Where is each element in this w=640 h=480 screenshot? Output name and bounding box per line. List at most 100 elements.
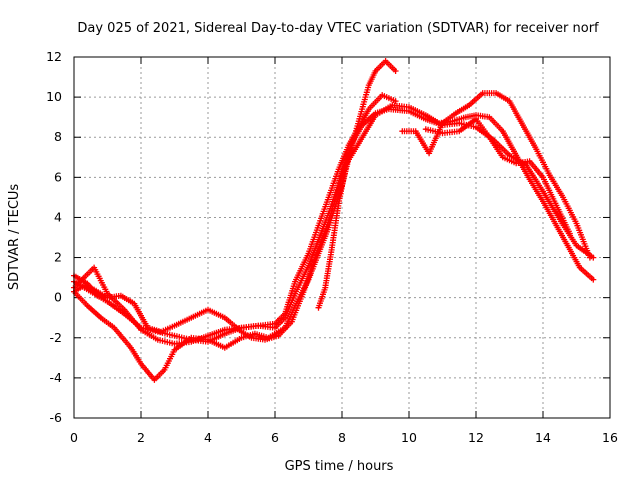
data-point xyxy=(424,117,427,121)
data-point xyxy=(240,330,243,333)
data-point xyxy=(407,105,411,109)
data-point xyxy=(521,123,525,127)
data-point xyxy=(334,198,337,201)
data-point xyxy=(578,266,582,269)
data-point xyxy=(283,312,287,315)
y-tick-label: 6 xyxy=(54,169,62,184)
data-point xyxy=(273,322,277,325)
y-tick-label: -4 xyxy=(50,370,63,385)
data-point xyxy=(454,111,458,115)
data-point xyxy=(317,224,320,227)
y-tick-label: 2 xyxy=(54,250,62,265)
data-point xyxy=(156,338,159,341)
series-7 xyxy=(422,116,573,237)
data-point xyxy=(494,91,498,95)
data-point xyxy=(257,324,260,327)
data-point xyxy=(481,91,484,95)
data-point xyxy=(501,130,504,133)
y-tick-label: -2 xyxy=(50,330,62,345)
data-point xyxy=(394,69,397,73)
data-point xyxy=(146,326,149,329)
data-point xyxy=(173,342,176,345)
series-2 xyxy=(71,58,399,383)
data-point xyxy=(367,107,370,111)
data-point xyxy=(102,294,106,297)
data-point xyxy=(575,244,578,247)
data-point xyxy=(427,152,431,155)
data-point xyxy=(394,99,397,103)
data-point xyxy=(367,83,370,87)
data-point xyxy=(407,109,411,113)
data-point xyxy=(561,196,565,199)
data-point xyxy=(99,316,103,319)
x-tick-label: 12 xyxy=(468,430,484,445)
data-point xyxy=(133,302,136,305)
data-point xyxy=(290,320,293,323)
data-point xyxy=(344,168,347,171)
data-point xyxy=(139,328,143,331)
series-markers xyxy=(71,92,399,347)
data-point xyxy=(424,113,427,117)
data-point xyxy=(106,292,109,295)
data-point xyxy=(441,121,444,125)
data-point xyxy=(424,128,427,131)
data-point xyxy=(458,130,461,133)
x-tick-label: 8 xyxy=(338,430,346,445)
data-point xyxy=(139,362,143,366)
data-point xyxy=(337,168,340,171)
data-point xyxy=(277,334,280,337)
data-point xyxy=(273,326,277,329)
x-tick-label: 10 xyxy=(401,430,417,445)
data-point xyxy=(555,204,558,207)
data-point xyxy=(263,338,267,341)
data-point xyxy=(374,113,377,117)
data-point xyxy=(541,200,545,203)
data-point xyxy=(86,304,89,307)
data-point xyxy=(330,246,334,249)
series-5 xyxy=(315,138,356,311)
data-point xyxy=(307,252,310,255)
data-point xyxy=(535,148,538,151)
data-point xyxy=(223,332,226,335)
data-point xyxy=(474,113,478,117)
data-point xyxy=(568,248,571,251)
data-point xyxy=(206,338,210,341)
data-point xyxy=(488,136,491,139)
series-markers xyxy=(71,58,399,383)
data-point xyxy=(541,176,545,179)
data-point xyxy=(464,115,468,119)
plot-frame xyxy=(73,56,611,419)
data-point xyxy=(384,59,387,63)
y-tick-label: 0 xyxy=(54,290,62,305)
data-point xyxy=(106,300,109,303)
data-point xyxy=(508,99,511,103)
data-point xyxy=(129,346,133,350)
data-point xyxy=(206,308,210,311)
data-point xyxy=(468,103,471,107)
data-point xyxy=(528,178,531,181)
data-point xyxy=(240,326,243,329)
x-tick-label: 4 xyxy=(204,430,212,445)
data-point xyxy=(190,340,193,343)
data-point xyxy=(381,93,384,97)
data-point xyxy=(173,334,176,337)
chart-title: Day 025 of 2021, Sidereal Day-to-day VTE… xyxy=(77,21,599,36)
data-point xyxy=(119,294,123,297)
data-point xyxy=(159,330,163,333)
data-point xyxy=(357,125,360,129)
y-tick-label: 4 xyxy=(54,209,62,224)
data-point xyxy=(250,336,253,339)
data-point xyxy=(324,286,327,289)
y-tick-label: 8 xyxy=(54,129,62,144)
data-point xyxy=(206,334,210,337)
data-point xyxy=(528,160,531,163)
x-axis-label: GPS time / hours xyxy=(285,459,394,474)
data-point xyxy=(173,324,176,327)
data-point xyxy=(401,130,404,133)
data-point xyxy=(92,266,96,269)
data-point xyxy=(474,125,478,129)
y-tick-label: 12 xyxy=(46,49,62,64)
data-point xyxy=(357,142,360,145)
data-point xyxy=(163,368,166,372)
